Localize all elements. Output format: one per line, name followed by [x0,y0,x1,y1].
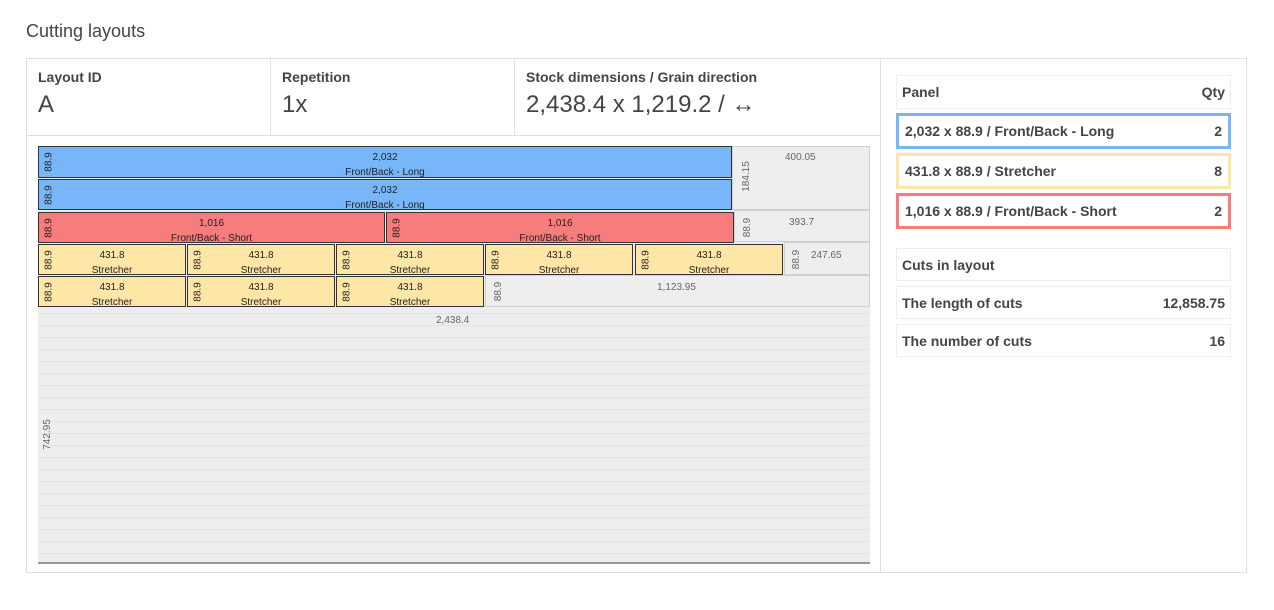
piece-width: 2,032 [372,152,398,163]
piece-long-1[interactable]: 2,032 Front/Back - Long 88.9 [38,146,732,178]
piece-name: Front/Back - Long [345,200,425,210]
piece-height: 88.9 [341,249,353,270]
panel-row-qty: 2 [1214,123,1222,139]
qty-header-label: Qty [1201,84,1225,100]
sheet-edge [38,562,870,564]
repetition-cell: Repetition 1x [271,59,515,136]
piece-height: 88.9 [192,249,204,270]
panel-row-label: 1,016 x 88.9 / Front/Back - Short [905,203,1117,219]
layout-id-label: Layout ID [38,69,102,85]
stock-label: Stock dimensions / Grain direction [526,69,758,85]
offcut-2 [734,210,870,242]
offcut-2-width: 393.7 [789,217,815,228]
cuts-summary: Cuts in layout The length of cuts 12,858… [896,248,1231,357]
stock-value: 2,438.4 x 1,219.2 / ↔ [526,91,756,118]
offcut-3-width: 247.65 [811,250,842,261]
layout-pane: Layout ID A Repetition 1x Stock dimensio… [27,59,881,572]
piece-name: Stretcher [389,265,431,275]
cut-count-row: The number of cuts 16 [896,324,1231,357]
piece-width: 1,016 [198,218,225,229]
piece-width: 431.8 [248,250,274,261]
layout-id-cell: Layout ID A [27,59,271,136]
piece-name: Front/Back - Long [345,167,425,178]
offcut-4-width: 1,123.95 [657,282,696,293]
piece-name: Stretcher [688,265,730,275]
piece-stretcher-1[interactable]: 431.8 Stretcher 88.9 [38,244,186,275]
piece-height: 88.9 [192,281,204,302]
piece-width: 431.8 [397,282,423,293]
piece-short-2[interactable]: 1,016 Front/Back - Short 88.9 [386,212,734,243]
panel-row-label: 431.8 x 88.9 / Stretcher [905,163,1056,179]
piece-name: Stretcher [91,297,133,307]
piece-short-1[interactable]: 1,016 Front/Back - Short 88.9 [38,212,385,243]
offcut-2-height: 88.9 [742,217,754,238]
piece-width: 431.8 [546,250,572,261]
panel-table: Panel Qty 2,032 x 88.9 / Front/Back - Lo… [896,75,1231,229]
panel-row-stretcher[interactable]: 431.8 x 88.9 / Stretcher 8 [896,153,1231,189]
cutting-diagram: 2,032 Front/Back - Long 88.9 2,032 Front… [38,146,870,564]
panel-row-short[interactable]: 1,016 x 88.9 / Front/Back - Short 2 [896,193,1231,229]
cuts-summary-title: Cuts in layout [896,248,1231,281]
piece-height: 88.9 [43,281,55,302]
piece-height: 88.9 [490,249,502,270]
piece-stretcher-5[interactable]: 431.8 Stretcher 88.9 [635,244,783,275]
offcut-1 [732,146,870,210]
panel-row-label: 2,032 x 88.9 / Front/Back - Long [905,123,1115,139]
remainder-width: 2,438.4 [436,315,470,326]
piece-name: Stretcher [389,297,431,307]
cut-length-label: The length of cuts [902,294,1023,311]
piece-stretcher-8[interactable]: 431.8 Stretcher 88.9 [336,276,484,307]
piece-name: Front/Back - Short [519,233,601,243]
piece-width: 2,032 [372,185,398,196]
piece-name: Stretcher [538,265,580,275]
offcut-3-height: 88.9 [791,249,803,270]
piece-stretcher-7[interactable]: 431.8 Stretcher 88.9 [187,276,335,307]
cut-count-value: 16 [1209,332,1225,349]
repetition-label: Repetition [282,69,351,85]
layout-id-value: A [38,91,55,118]
offcut-1-height: 184.15 [740,161,752,192]
piece-height: 88.9 [43,152,55,172]
piece-width: 431.8 [99,250,125,261]
piece-stretcher-4[interactable]: 431.8 Stretcher 88.9 [485,244,633,275]
offcut-4-height: 88.9 [493,281,505,302]
offcut-3 [784,242,870,275]
panel-row-qty: 2 [1214,203,1222,219]
piece-width: 431.8 [696,250,722,261]
piece-name: Stretcher [240,265,282,275]
piece-height: 88.9 [341,281,353,302]
piece-height: 88.9 [640,249,652,270]
cut-length-value: 12,858.75 [1162,294,1225,311]
piece-height: 88.9 [43,184,55,205]
cut-count-label: The number of cuts [902,332,1032,349]
piece-height: 88.9 [43,249,55,270]
piece-long-2[interactable]: 2,032 Front/Back - Long 88.9 [38,179,732,210]
layout-card: Layout ID A Repetition 1x Stock dimensio… [26,58,1247,573]
panel-row-long[interactable]: 2,032 x 88.9 / Front/Back - Long 2 [896,113,1231,149]
cut-length-row: The length of cuts 12,858.75 [896,286,1231,319]
piece-name: Stretcher [91,265,133,275]
piece-stretcher-6[interactable]: 431.8 Stretcher 88.9 [38,276,186,307]
piece-width: 431.8 [99,282,125,293]
piece-width: 431.8 [397,250,423,261]
panel-row-qty: 8 [1214,163,1222,179]
page-title: Cutting layouts [26,21,146,41]
stock-cell: Stock dimensions / Grain direction 2,438… [515,59,881,136]
piece-height: 88.9 [391,217,403,238]
panel-table-header: Panel Qty [896,75,1231,109]
offcut-4 [485,275,870,307]
piece-height: 88.9 [43,217,55,238]
panel-header-label: Panel [902,84,940,100]
piece-stretcher-3[interactable]: 431.8 Stretcher 88.9 [336,244,484,275]
piece-name: Front/Back - Short [170,233,253,243]
piece-name: Stretcher [240,297,282,307]
piece-width: 431.8 [248,282,274,293]
remainder-height: 742.95 [41,419,53,450]
panel-summary-pane: Panel Qty 2,032 x 88.9 / Front/Back - Lo… [896,59,1232,572]
repetition-value: 1x [282,91,308,118]
piece-stretcher-2[interactable]: 431.8 Stretcher 88.9 [187,244,335,275]
offcut-1-width: 400.05 [785,152,816,163]
piece-width: 1,016 [547,218,573,229]
